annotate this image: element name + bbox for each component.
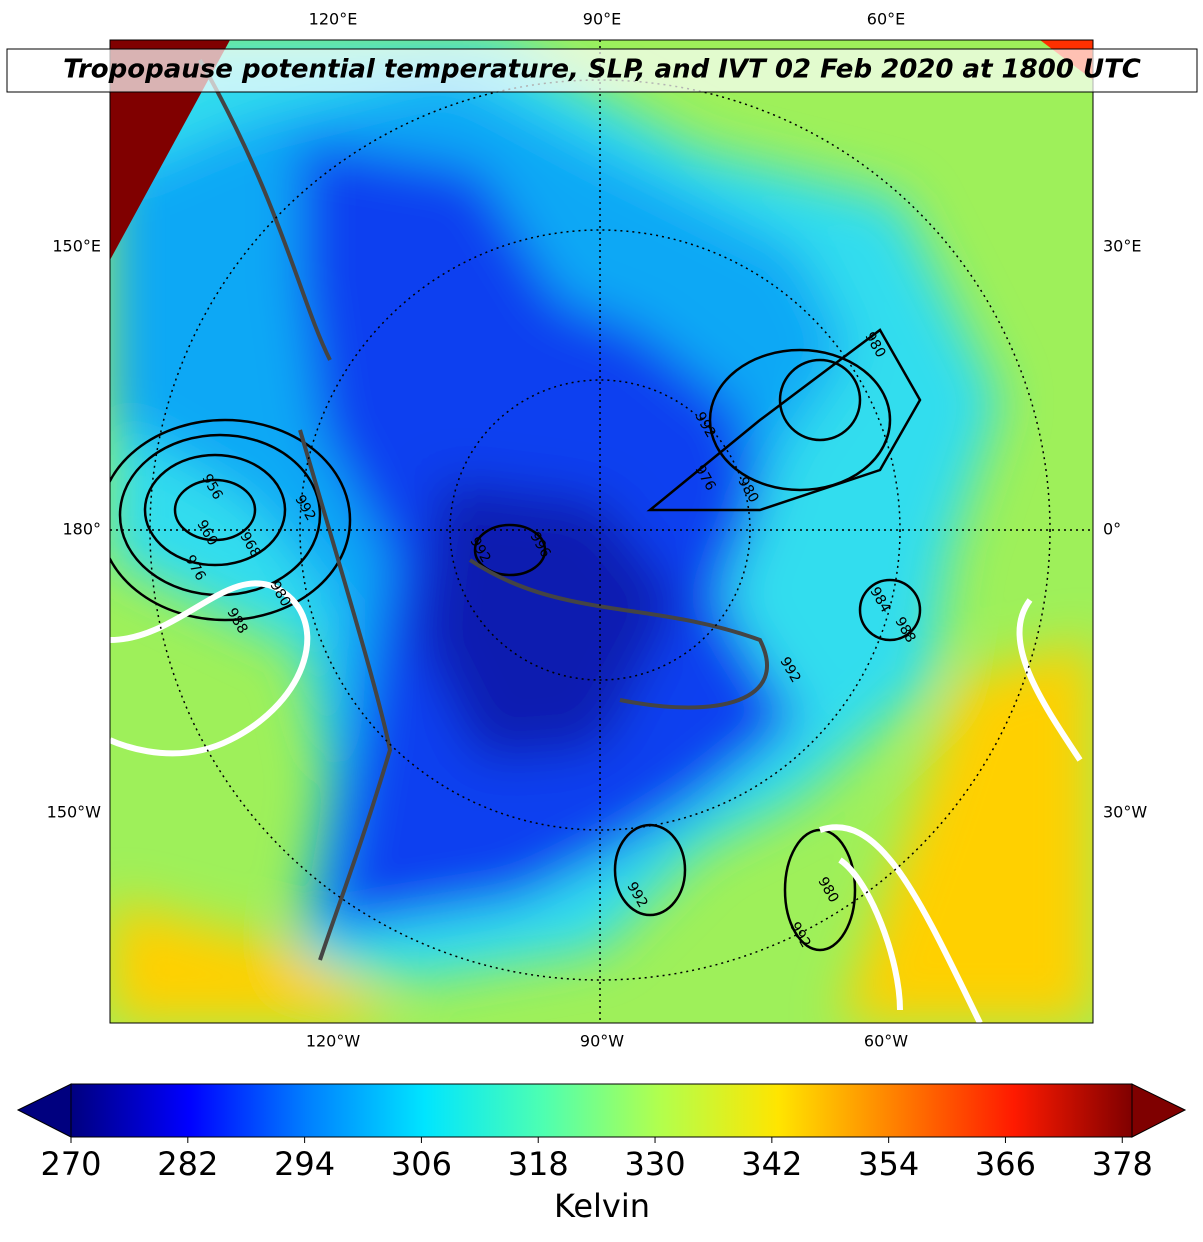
ivt-contours xyxy=(110,580,1083,1023)
colorbar-extend-high xyxy=(1131,1083,1187,1138)
lon-label: 0° xyxy=(1103,520,1121,539)
coastlines xyxy=(198,59,769,961)
colorbar-tick-label: 282 xyxy=(157,1145,218,1183)
colorbar-tick-label: 354 xyxy=(858,1145,919,1183)
colorbar-tick-label: 306 xyxy=(391,1145,452,1183)
colorbar-tick-label: 294 xyxy=(274,1145,335,1183)
lon-label: 180° xyxy=(62,520,101,539)
colorbar-tick-label: 330 xyxy=(624,1145,685,1183)
title-box xyxy=(6,48,1198,93)
colorbar-tick-label: 378 xyxy=(1092,1145,1153,1183)
lon-label: 30°E xyxy=(1103,237,1141,256)
title: Tropopause potential temperature, SLP, a… xyxy=(63,55,1141,85)
colorbar-tick-label: 270 xyxy=(40,1145,101,1183)
lon-label: 60°W xyxy=(864,1032,908,1051)
lon-label: 120°E xyxy=(309,10,358,29)
graticule xyxy=(110,40,1093,1023)
colorbar-ticks: 270 282 294 306 318 330 342 354 366 378 xyxy=(40,1137,1153,1183)
colorbar-label: Kelvin xyxy=(554,1187,650,1225)
warm-region xyxy=(110,40,230,260)
lon-labels: 120°E 90°E 60°E 120°W 90°W 60°W 150°E 180° 150°W… xyxy=(47,10,1148,1051)
lon-label: 150°E xyxy=(52,237,101,256)
colorbar-extend-low xyxy=(16,1083,72,1138)
lon-label: 30°W xyxy=(1103,803,1147,822)
colorbar-tick-label: 342 xyxy=(741,1145,802,1183)
colorbar-tick-label: 318 xyxy=(508,1145,569,1183)
colorbar-tick-label: 366 xyxy=(975,1145,1036,1183)
lon-label: 150°W xyxy=(47,803,102,822)
colorbar xyxy=(70,1083,1133,1138)
lon-label: 90°E xyxy=(583,10,621,29)
slp-contours xyxy=(110,328,922,952)
lon-label: 60°E xyxy=(867,10,905,29)
temperature-field xyxy=(110,40,1093,1023)
lon-label: 120°W xyxy=(306,1032,361,1051)
lon-label: 90°W xyxy=(580,1032,624,1051)
map-frame xyxy=(109,39,1094,1024)
